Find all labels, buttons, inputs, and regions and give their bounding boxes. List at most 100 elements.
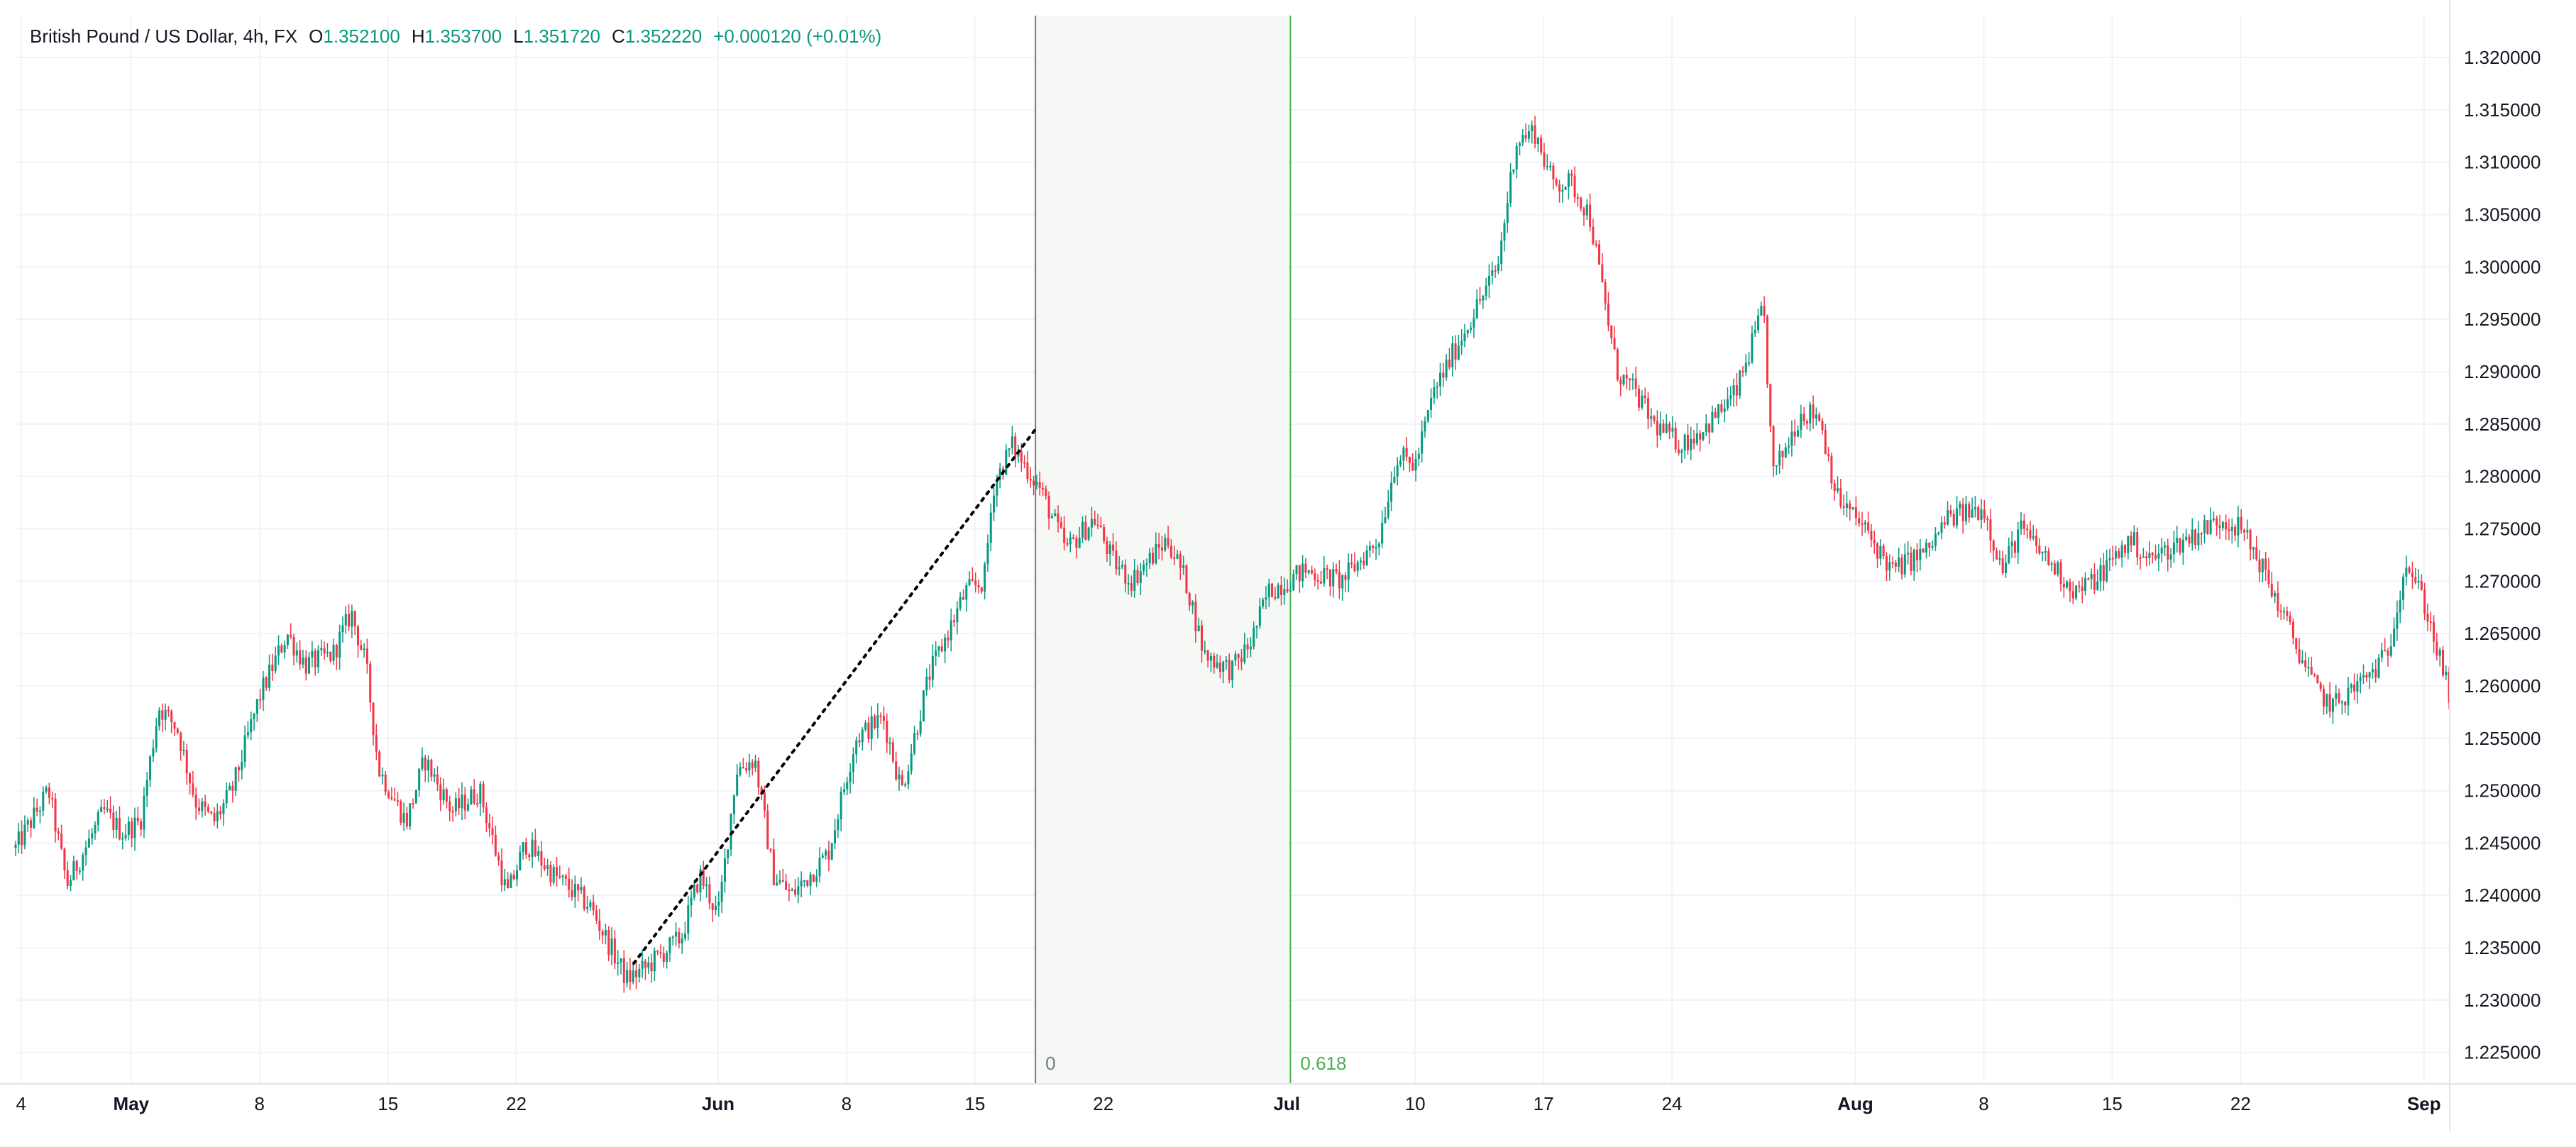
candle-body <box>2130 536 2132 545</box>
candle-body <box>1289 590 1292 592</box>
candle-body <box>1763 306 1766 316</box>
candle-body <box>732 795 735 814</box>
candle-body <box>454 798 457 811</box>
candle-body <box>834 830 837 843</box>
candle-body <box>668 937 671 953</box>
candle-body <box>412 803 414 805</box>
price-tick-label: 1.320000 <box>2464 47 2541 68</box>
candle-body <box>348 614 351 627</box>
candle-body <box>812 874 815 882</box>
candle-body <box>2240 516 2242 531</box>
trend-line[interactable] <box>632 428 1037 965</box>
candle-body <box>772 849 775 886</box>
candle-body <box>2047 551 2050 565</box>
candle-body <box>1084 521 1087 540</box>
candle-body <box>2261 558 2264 572</box>
candle-body <box>277 645 280 656</box>
candle-body <box>956 608 959 623</box>
candle-body <box>1063 527 1066 543</box>
candle-body <box>259 699 262 701</box>
candle-body <box>2237 516 2240 536</box>
candle-body <box>1653 416 1656 421</box>
candle-body <box>2242 530 2246 533</box>
candle-body <box>2274 593 2277 597</box>
candle-body <box>1157 544 1160 548</box>
candle-body <box>821 855 824 858</box>
candle-body <box>91 833 94 838</box>
candle-body <box>1179 554 1182 568</box>
candle-body <box>1234 654 1237 661</box>
candle-body <box>360 645 363 650</box>
candle-body <box>2368 672 2371 678</box>
candle-body <box>155 726 158 748</box>
candle-body <box>879 715 882 717</box>
candle-body <box>1023 462 1026 464</box>
candle-body <box>1934 533 1937 547</box>
price-axis[interactable]: 1.320000 1.315000 1.310000 1.305000 1.300000… <box>2464 47 2541 1063</box>
candle-body <box>1561 189 1564 192</box>
candle-body <box>512 875 515 880</box>
candle-body <box>1454 343 1457 360</box>
candle-body <box>131 821 133 838</box>
candle-body <box>1167 538 1169 546</box>
candle-body <box>1050 516 1053 519</box>
candle-body <box>164 709 167 720</box>
candle-body <box>439 784 442 801</box>
candle-body <box>1854 507 1857 519</box>
candle-body <box>1237 654 1240 658</box>
candle-body <box>2411 572 2413 577</box>
candle-body <box>2212 519 2215 521</box>
candle-body <box>1240 658 1243 663</box>
time-axis[interactable]: 4 May 8 15 22 Jun 8 15 22 Jul 10 17 24 Aug 8 15 22 Sep <box>16 1093 2441 1114</box>
candle-body <box>950 620 952 641</box>
candle-body <box>1619 379 1622 384</box>
candle-body <box>2081 587 2084 592</box>
candle-body <box>671 936 674 938</box>
candle-body <box>1790 431 1793 446</box>
candle-body <box>381 774 384 777</box>
candle-body <box>363 648 365 650</box>
candle-body <box>522 842 524 853</box>
candle-body <box>1014 436 1017 457</box>
candle-body <box>781 880 784 882</box>
candle-body <box>2371 669 2374 672</box>
candle-body <box>2132 531 2135 545</box>
candle-body <box>1671 428 1674 432</box>
candle-body <box>678 931 681 944</box>
candle-body <box>882 716 885 721</box>
candle-body <box>497 855 500 861</box>
candle-body <box>2142 556 2145 558</box>
candle-body <box>895 761 898 780</box>
candle-body <box>1931 546 1934 548</box>
candle-body <box>2139 557 2142 559</box>
candle-body <box>2066 581 2069 588</box>
candle-body <box>974 580 977 585</box>
candle-body <box>161 710 164 720</box>
candle-body <box>662 953 665 963</box>
candle-body <box>2310 667 2313 675</box>
candle-body <box>971 579 974 581</box>
candle-body <box>442 789 445 801</box>
candle-body <box>121 838 124 840</box>
candle-body <box>1231 660 1234 680</box>
candle-body <box>604 930 607 936</box>
fib-label-0618: 0.618 <box>1300 1053 1346 1074</box>
candle-body <box>1463 333 1466 341</box>
symbol-title[interactable]: British Pound / US Dollar, 4h, FX <box>30 26 298 47</box>
time-tick-label: 22 <box>1093 1093 1113 1114</box>
candle-body <box>229 785 231 790</box>
candle-body <box>314 650 317 667</box>
candle-body <box>1408 456 1411 463</box>
candle-body <box>564 875 567 879</box>
candle-body <box>1066 543 1069 545</box>
candle-body <box>583 887 585 909</box>
candle-body <box>507 879 510 888</box>
candle-body <box>2020 520 2022 530</box>
candle-body <box>1894 563 1897 567</box>
candle-body <box>519 852 522 871</box>
close-label: C <box>612 26 625 47</box>
candle-body <box>1837 488 1839 492</box>
candle-body <box>1521 135 1524 143</box>
candle-body <box>1851 507 1854 509</box>
